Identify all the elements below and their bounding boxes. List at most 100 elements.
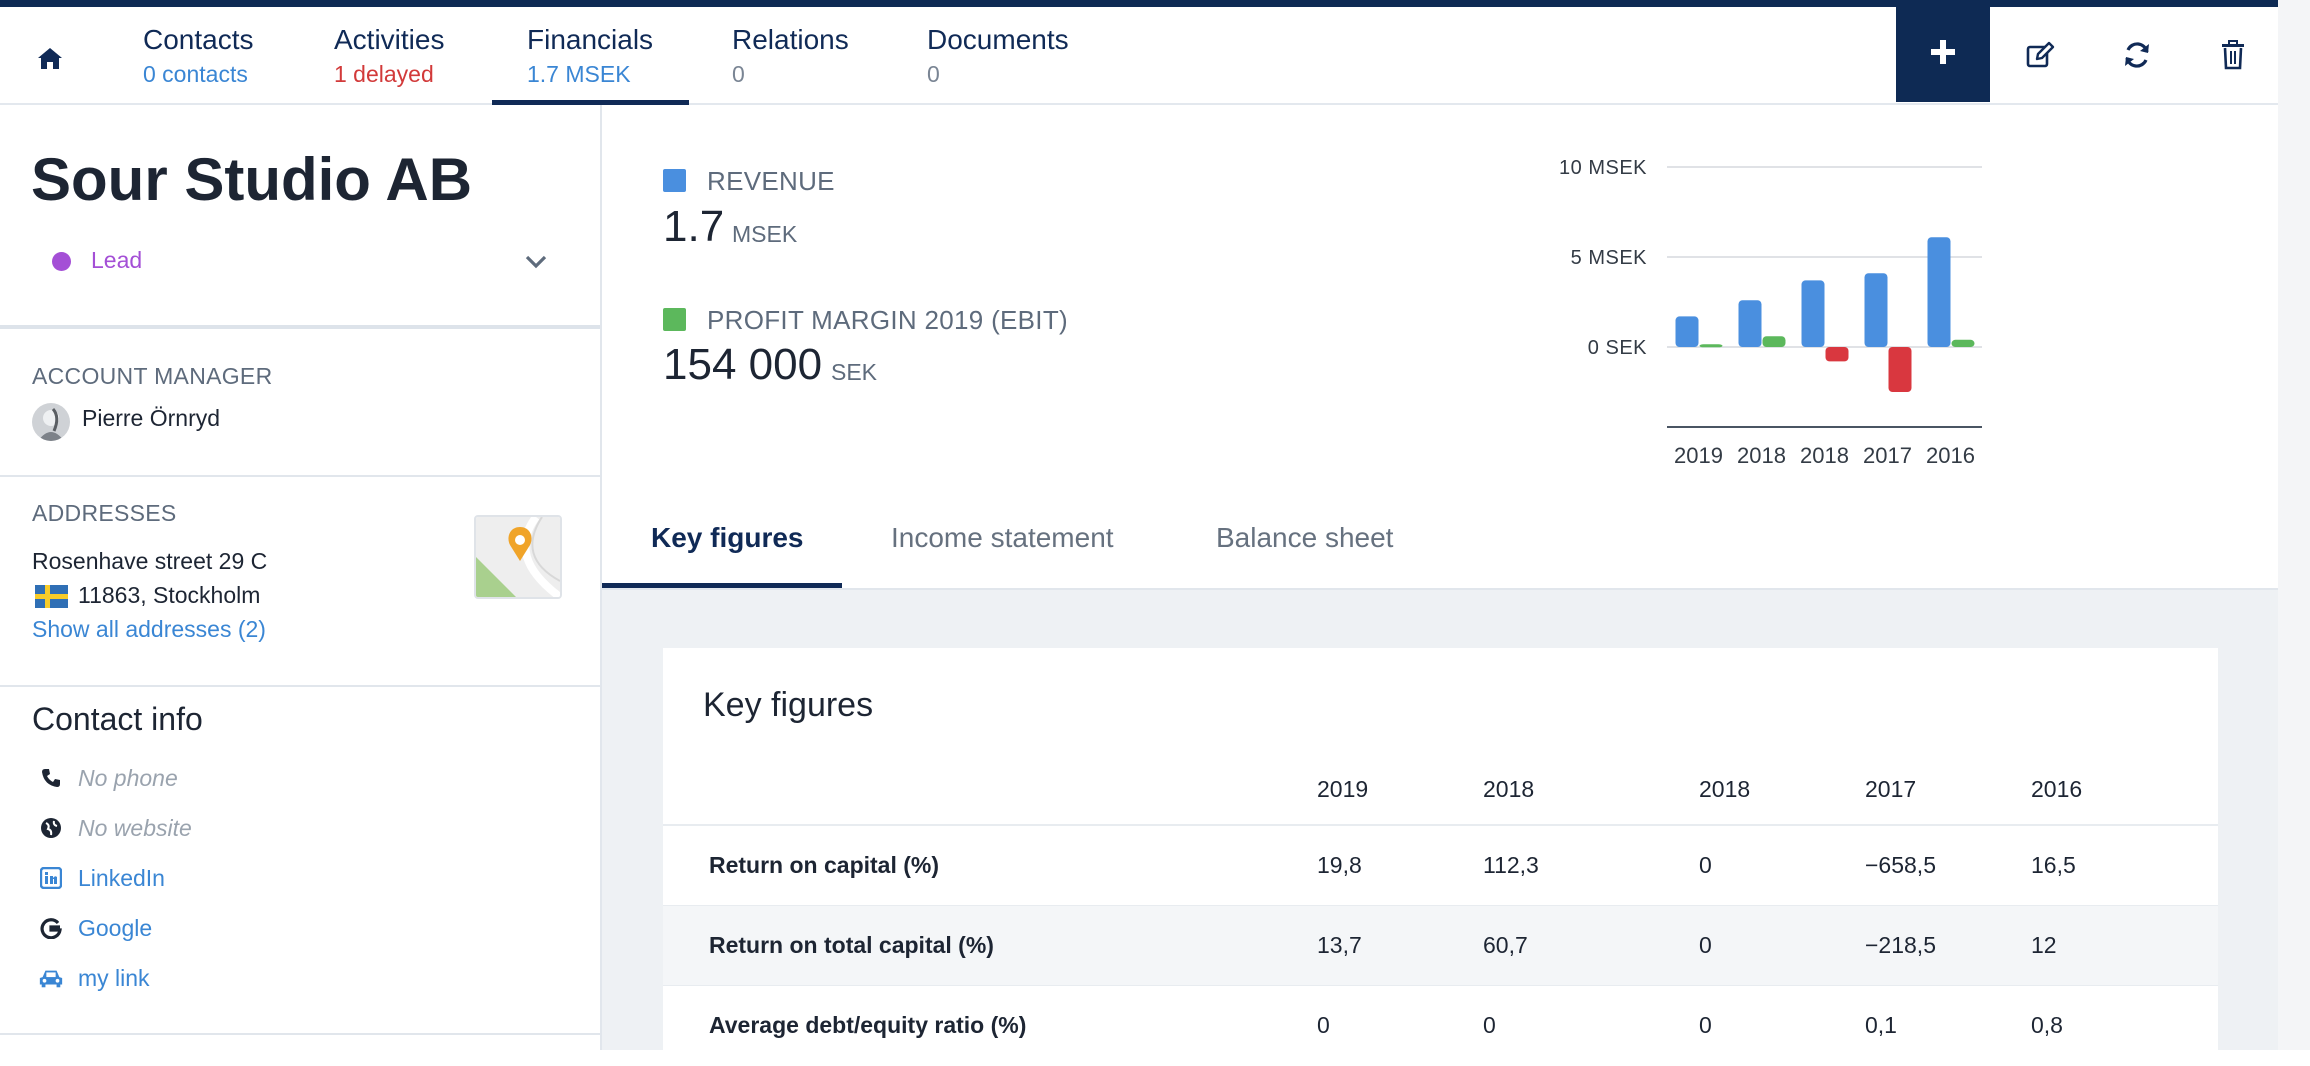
tab-activities-label: Activities xyxy=(334,24,445,55)
table-row: Return on total capital (%) 13,7 60,7 0 … xyxy=(663,906,2218,986)
year-header: 2017 xyxy=(1865,776,1917,802)
tab-contacts[interactable]: Contacts 0 contacts xyxy=(143,23,254,103)
section-divider xyxy=(0,325,600,329)
phone-icon xyxy=(38,765,64,791)
account-manager-label: ACCOUNT MANAGER xyxy=(32,363,273,389)
profit-margin-value: 154 000 xyxy=(663,340,823,389)
scrollbar[interactable] xyxy=(2278,0,2310,1050)
addresses-label: ADDRESSES xyxy=(32,500,177,526)
phone-row: No phone xyxy=(38,763,178,793)
delete-button[interactable] xyxy=(2213,37,2253,77)
financials-summary: REVENUE 1.7 MSEK PROFIT MARGIN 2019 (EBI… xyxy=(602,105,2278,590)
revenue-bar xyxy=(1801,280,1825,347)
y-tick-label: 10 MSEK xyxy=(1559,157,1647,179)
add-button[interactable] xyxy=(1896,7,1990,102)
show-all-addresses-link[interactable]: Show all addresses (2) xyxy=(32,616,266,642)
profit-bar xyxy=(1699,344,1723,348)
phone-value: No phone xyxy=(78,764,178,791)
table-cell: 0,1 xyxy=(1865,1012,1897,1038)
revenue-legend-square xyxy=(663,169,686,192)
status-dot xyxy=(52,252,71,271)
revenue-bar xyxy=(1927,237,1951,347)
google-row[interactable]: Google xyxy=(38,913,152,943)
edit-button[interactable] xyxy=(2020,37,2060,77)
active-tab-indicator xyxy=(492,100,689,105)
car-icon xyxy=(38,965,64,991)
revenue-bar xyxy=(1738,300,1762,347)
google-link[interactable]: Google xyxy=(78,914,153,941)
refresh-button[interactable] xyxy=(2117,37,2157,77)
tab-financials[interactable]: Financials 1.7 MSEK xyxy=(527,23,653,103)
tab-contacts-label: Contacts xyxy=(143,24,254,55)
year-header: 2019 xyxy=(1317,776,1369,802)
row-divider xyxy=(663,905,2218,906)
y-tick-label: 0 SEK xyxy=(1588,337,1647,359)
tab-activities[interactable]: Activities 1 delayed xyxy=(334,23,444,103)
account-manager-name[interactable]: Pierre Örnryd xyxy=(82,405,221,431)
row-label: Average debt/equity ratio (%) xyxy=(709,1012,1027,1038)
year-header: 2018 xyxy=(1699,776,1751,802)
tab-balance-sheet[interactable]: Balance sheet xyxy=(1216,522,1394,553)
tab-relations-label: Relations xyxy=(732,24,849,55)
contact-info-title: Contact info xyxy=(32,701,203,737)
tab-income-statement[interactable]: Income statement xyxy=(891,522,1114,553)
table-cell: 0,8 xyxy=(2031,1012,2063,1038)
year-header: 2018 xyxy=(1483,776,1535,802)
my-link[interactable]: my link xyxy=(78,964,150,991)
row-label: Return on capital (%) xyxy=(709,852,940,878)
x-tick-label: 2017 xyxy=(1863,443,1912,468)
profit-margin-unit: SEK xyxy=(831,359,878,385)
tab-documents-count: 0 xyxy=(927,61,940,87)
custom-link-row[interactable]: my link xyxy=(38,963,150,993)
key-figures-title: Key figures xyxy=(703,686,874,724)
tab-documents[interactable]: Documents 0 xyxy=(927,23,1069,103)
table-cell: −218,5 xyxy=(1865,932,1936,958)
profit-margin-label: PROFIT MARGIN 2019 (EBIT) xyxy=(707,305,1068,335)
sweden-flag-icon xyxy=(35,585,68,608)
active-subtab-indicator xyxy=(602,583,842,588)
top-accent-bar xyxy=(0,0,2278,7)
x-tick-label: 2016 xyxy=(1926,443,1975,468)
address-street: Rosenhave street 29 C xyxy=(32,548,268,574)
tab-activities-count: 1 delayed xyxy=(334,61,434,87)
table-row: Average debt/equity ratio (%) 0 0 0 0,1 … xyxy=(663,986,2218,1066)
linkedin-link[interactable]: LinkedIn xyxy=(78,864,165,891)
table-cell: 0 xyxy=(1699,932,1712,958)
table-cell: 112,3 xyxy=(1483,852,1539,878)
map-icon[interactable] xyxy=(474,515,562,599)
table-cell: 16,5 xyxy=(2031,852,2076,878)
revenue-value: 1.7 xyxy=(663,202,725,251)
globe-icon xyxy=(38,815,64,841)
financials-bar-chart: 10 MSEK 5 MSEK 0 SEK 2019 2018 2018 2017 2016 xyxy=(1559,157,1982,468)
row-label: Return on total capital (%) xyxy=(709,932,994,958)
section-divider xyxy=(0,1033,600,1035)
profit-bar xyxy=(1762,336,1786,347)
x-tick-label: 2019 xyxy=(1674,443,1723,468)
profit-bar xyxy=(1888,347,1912,392)
revenue-label: REVENUE xyxy=(707,166,835,196)
section-divider xyxy=(0,475,600,477)
company-sidebar: Sour Studio AB Lead ACCOUNT MANAGER Pier… xyxy=(0,105,603,1050)
table-cell: 0 xyxy=(1483,1012,1496,1038)
y-tick-label: 5 MSEK xyxy=(1571,247,1648,269)
home-icon[interactable] xyxy=(30,39,70,79)
linkedin-row[interactable]: LinkedIn xyxy=(38,863,165,893)
tab-financials-label: Financials xyxy=(527,24,654,55)
row-divider xyxy=(663,985,2218,986)
tab-key-figures[interactable]: Key figures xyxy=(651,522,804,553)
website-row: No website xyxy=(38,813,192,843)
tab-relations[interactable]: Relations 0 xyxy=(732,23,849,103)
refresh-icon xyxy=(2121,39,2153,76)
year-header: 2016 xyxy=(2031,776,2083,802)
table-cell: 13,7 xyxy=(1317,932,1362,958)
trash-icon xyxy=(2218,39,2248,76)
table-cell: −658,5 xyxy=(1865,852,1936,878)
avatar[interactable] xyxy=(32,403,70,441)
profit-bar xyxy=(1825,347,1849,362)
table-cell: 12 xyxy=(2031,932,2057,958)
chevron-down-icon[interactable] xyxy=(519,247,553,277)
edit-icon xyxy=(2024,39,2056,76)
google-icon xyxy=(38,915,64,941)
tab-documents-label: Documents xyxy=(927,24,1069,55)
section-divider xyxy=(0,685,600,687)
